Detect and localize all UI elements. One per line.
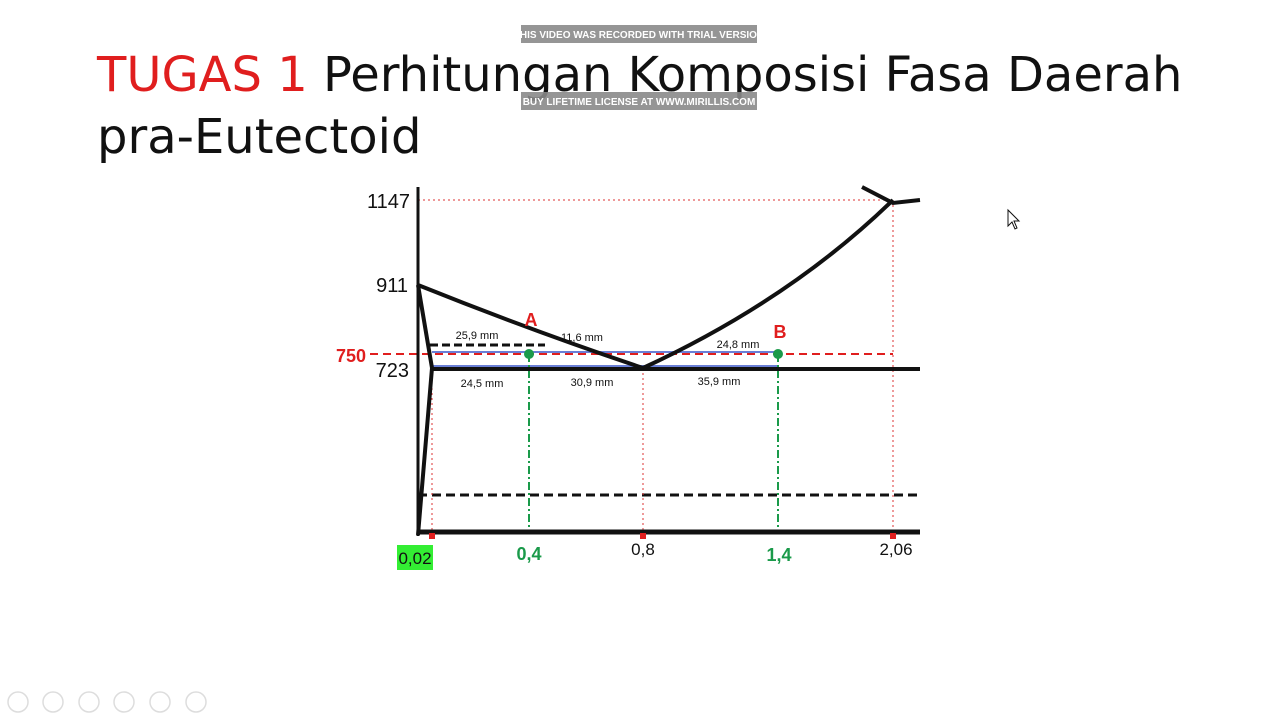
- phase-diagram: 1147 911 750 723 0,02 0,4 0,8 1,4 2,06 A…: [336, 185, 921, 570]
- toolbar: [7, 691, 207, 713]
- watermark-bottom: BUY LIFETIME LICENSE AT WWW.MIRILLIS.COM: [523, 97, 756, 108]
- y-label: 911: [376, 275, 408, 297]
- measurement: 25,9 mm: [456, 330, 499, 342]
- y-label: 1147: [367, 191, 410, 213]
- x-label: 0,8: [631, 540, 655, 559]
- more-button[interactable]: [185, 691, 207, 713]
- measurement: 11,6 mm: [561, 332, 603, 344]
- measurement: 35,9 mm: [698, 376, 741, 388]
- point-label: B: [774, 322, 787, 342]
- watermark-top: THIS VIDEO WAS RECORDED WITH TRIAL VERSI…: [514, 30, 764, 41]
- title-highlight: TUGAS 1: [97, 47, 308, 103]
- pen-button[interactable]: [78, 691, 100, 713]
- prev-button[interactable]: [7, 691, 29, 713]
- cursor: [1007, 208, 1021, 230]
- point-label: A: [525, 310, 538, 330]
- watermark: THIS VIDEO WAS RECORDED WITH TRIAL VERSI…: [514, 25, 764, 110]
- x-label: 0,02: [398, 549, 431, 568]
- y-label: 723: [376, 360, 409, 382]
- title-text: Perhitungan Komposisi Fasa Daerah pra-Eu…: [97, 47, 1183, 165]
- x-label: 2,06: [879, 540, 912, 559]
- measurement: 24,8 mm: [717, 339, 760, 351]
- measurement: 24,5 mm: [461, 378, 504, 390]
- slide-title: TUGAS 1 Perhitungan Komposisi Fasa Daera…: [97, 44, 1197, 168]
- x-label: 1,4: [766, 545, 791, 565]
- y-label: 750: [336, 346, 366, 366]
- slides-button[interactable]: [113, 691, 135, 713]
- measurement: 30,9 mm: [571, 377, 614, 389]
- next-button[interactable]: [42, 691, 64, 713]
- zoom-button[interactable]: [149, 691, 171, 713]
- x-label: 0,4: [516, 544, 541, 564]
